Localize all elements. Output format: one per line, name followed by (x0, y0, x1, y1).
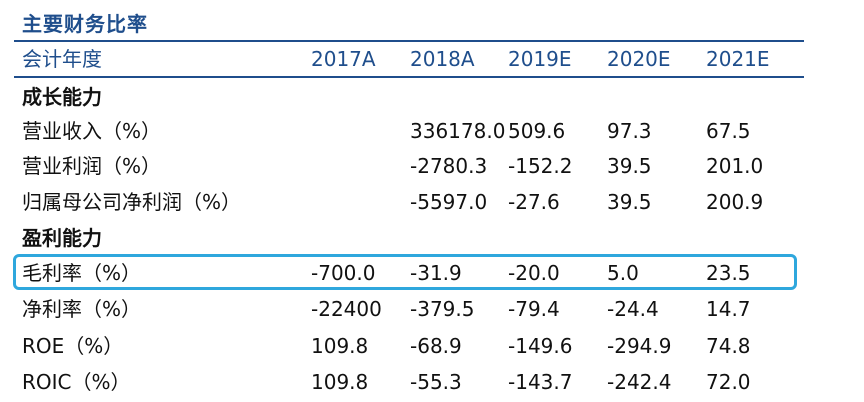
table-row-highlighted: 毛利率（%） -700.0 -31.9 -20.0 5.0 23.5 (0, 255, 864, 291)
row-value-2018a: 336178.0 (410, 119, 506, 143)
row-value-2018a: -2780.3 (410, 154, 488, 178)
header-label: 会计年度 (22, 47, 102, 71)
row-value-2018a: -68.9 (410, 334, 462, 358)
row-value-2017a: -700.0 (311, 261, 376, 285)
highlight-box (13, 254, 797, 290)
row-value-2018a: -379.5 (410, 297, 475, 321)
header-year-2019e: 2019E (508, 47, 572, 71)
row-label: 净利率（%） (22, 297, 142, 321)
row-label: 归属母公司净利润（%） (22, 190, 242, 214)
table-row: 净利率（%） -22400 -379.5 -79.4 -24.4 14.7 (0, 291, 864, 327)
table-header-row: 会计年度 2017A 2018A 2019E 2020E 2021E (0, 42, 864, 76)
section-row-growth: 成长能力 (0, 79, 864, 115)
row-value-2020e: -24.4 (607, 297, 659, 321)
row-value-2017a: 109.8 (311, 370, 369, 394)
row-label: 营业利润（%） (22, 154, 162, 178)
table-row: ROIC（%） 109.8 -55.3 -143.7 -242.4 72.0 (0, 364, 864, 400)
row-value-2021e: 200.9 (706, 190, 764, 214)
row-value-2018a: -31.9 (410, 261, 462, 285)
row-value-2020e: 97.3 (607, 119, 652, 143)
table-row: 归属母公司净利润（%） -5597.0 -27.6 39.5 200.9 (0, 184, 864, 220)
row-value-2021e: 201.0 (706, 154, 764, 178)
header-year-2020e: 2020E (607, 47, 671, 71)
row-value-2018a: -5597.0 (410, 190, 488, 214)
row-label: 毛利率（%） (22, 261, 142, 285)
row-value-2017a: 109.8 (311, 334, 369, 358)
table-row: 营业收入（%） 336178.0 509.6 97.3 67.5 (0, 113, 864, 149)
header-year-2017a: 2017A (311, 47, 376, 71)
table-row: 营业利润（%） -2780.3 -152.2 39.5 201.0 (0, 148, 864, 184)
row-value-2020e: -242.4 (607, 370, 672, 394)
row-value-2019e: -27.6 (508, 190, 560, 214)
header-year-2021e: 2021E (706, 47, 770, 71)
row-value-2019e: -79.4 (508, 297, 560, 321)
header-rule (14, 76, 804, 78)
row-label: ROE（%） (22, 334, 124, 358)
row-value-2021e: 74.8 (706, 334, 751, 358)
row-value-2019e: -152.2 (508, 154, 573, 178)
row-value-2018a: -55.3 (410, 370, 462, 394)
row-label: ROIC（%） (22, 370, 131, 394)
section-label: 成长能力 (22, 85, 102, 109)
row-value-2020e: 5.0 (607, 261, 639, 285)
row-value-2019e: -143.7 (508, 370, 573, 394)
row-value-2019e: -20.0 (508, 261, 560, 285)
row-value-2021e: 72.0 (706, 370, 751, 394)
top-rule (14, 40, 804, 42)
row-value-2021e: 23.5 (706, 261, 751, 285)
row-value-2019e: 509.6 (508, 119, 566, 143)
row-value-2021e: 67.5 (706, 119, 751, 143)
row-value-2019e: -149.6 (508, 334, 573, 358)
row-value-2020e: 39.5 (607, 154, 652, 178)
row-label: 营业收入（%） (22, 119, 162, 143)
row-value-2021e: 14.7 (706, 297, 751, 321)
row-value-2020e: 39.5 (607, 190, 652, 214)
section-label: 盈利能力 (22, 226, 102, 250)
header-year-2018a: 2018A (410, 47, 475, 71)
table-row: ROE（%） 109.8 -68.9 -149.6 -294.9 74.8 (0, 328, 864, 364)
row-value-2017a: -22400 (311, 297, 382, 321)
row-value-2020e: -294.9 (607, 334, 672, 358)
table-title: 主要财务比率 (22, 12, 148, 36)
section-row-profitability: 盈利能力 (0, 220, 864, 256)
